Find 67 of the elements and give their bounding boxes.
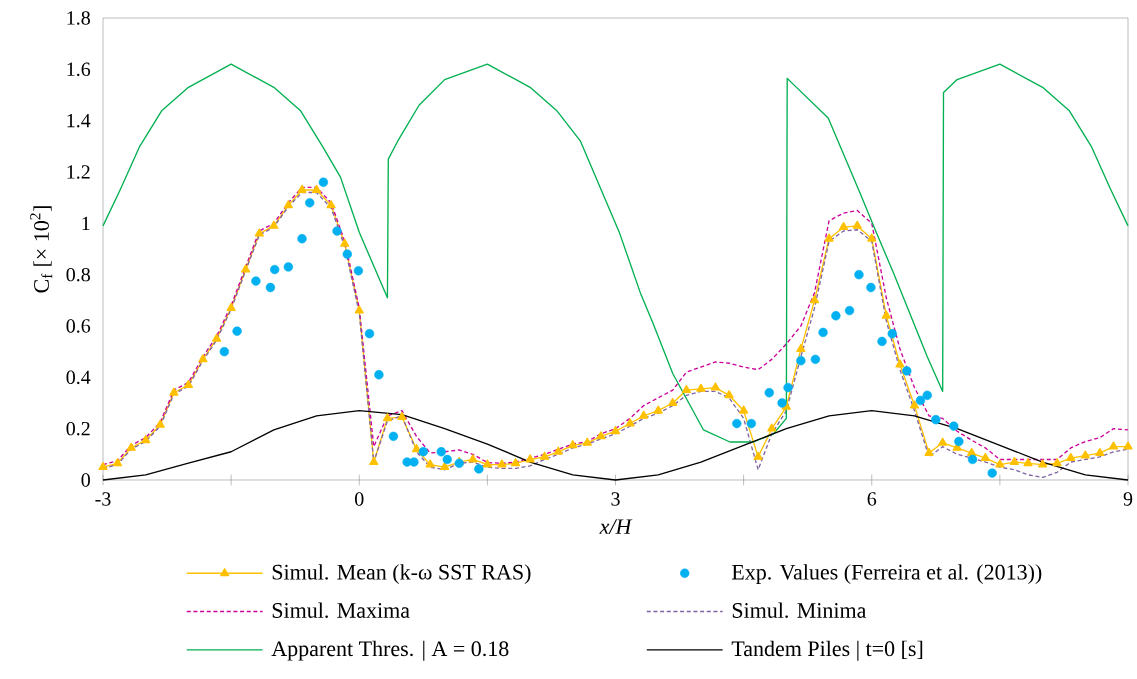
legend-label: Apparent Thres. | A = 0.18 <box>271 640 509 661</box>
point <box>949 421 959 431</box>
point <box>796 355 806 366</box>
point <box>987 468 997 478</box>
point <box>232 326 242 336</box>
point <box>251 276 261 286</box>
x-tick-label: 0 <box>355 492 364 506</box>
point <box>442 454 452 465</box>
y-tick-label: 0.8 <box>66 267 90 282</box>
point <box>474 464 484 474</box>
y-tick-label: 1.6 <box>67 62 91 77</box>
point <box>265 282 276 293</box>
y-tick-label: 0 <box>81 473 90 487</box>
point <box>219 347 229 357</box>
point <box>967 454 978 465</box>
x-axis-title: x/H <box>599 519 633 535</box>
point <box>297 234 307 244</box>
point <box>436 447 446 457</box>
point <box>732 418 742 429</box>
point <box>877 336 887 347</box>
point <box>954 436 964 447</box>
x-tick-label: 3 <box>611 492 620 506</box>
point <box>418 447 428 457</box>
point <box>922 390 932 400</box>
point <box>831 311 841 321</box>
point <box>902 366 912 376</box>
y-tick-label: 1.2 <box>67 165 90 179</box>
point <box>844 305 855 316</box>
point <box>374 370 384 380</box>
point <box>854 270 864 280</box>
point <box>283 262 294 272</box>
point <box>409 457 419 467</box>
y-tick-label: 1.8 <box>67 11 90 25</box>
legend-label: Simul. Minima <box>732 602 867 618</box>
line-series <box>102 63 1129 443</box>
point <box>305 198 315 208</box>
legend-label: Exp. Values (Ferreira et al. (2013)) <box>731 564 1042 585</box>
point <box>764 388 774 398</box>
y-axis-title: C$_{f}$ [× 10$^{2}$] <box>30 206 53 293</box>
point <box>783 382 793 393</box>
point <box>866 282 876 293</box>
y-tick-label: 0.4 <box>66 370 91 385</box>
point <box>353 266 364 276</box>
y-tick-label: 1 <box>82 216 90 230</box>
point <box>270 264 280 275</box>
y-tick-label: 0.6 <box>66 319 91 333</box>
point <box>332 226 342 236</box>
point <box>746 418 756 429</box>
point <box>318 177 329 187</box>
point <box>818 327 828 338</box>
point <box>915 395 926 406</box>
point <box>388 431 399 442</box>
x-tick-label: 6 <box>867 492 877 506</box>
y-tick-label: 1.4 <box>67 113 91 128</box>
point <box>777 398 787 408</box>
point <box>342 249 352 259</box>
legend-label: Tandem Piles | t=0 [s] <box>731 640 923 661</box>
point <box>364 329 375 339</box>
point <box>887 329 897 339</box>
x-tick-label: 9 <box>1123 492 1133 506</box>
line-series <box>102 410 1129 481</box>
point <box>931 415 941 425</box>
legend-label: Simul. Maxima <box>272 602 410 618</box>
legend-label: Simul. Mean (k-ω SST RAS) <box>272 564 531 585</box>
x-tick-label: -3 <box>95 492 111 506</box>
y-tick-label: 0.2 <box>66 421 90 436</box>
point <box>810 354 821 365</box>
